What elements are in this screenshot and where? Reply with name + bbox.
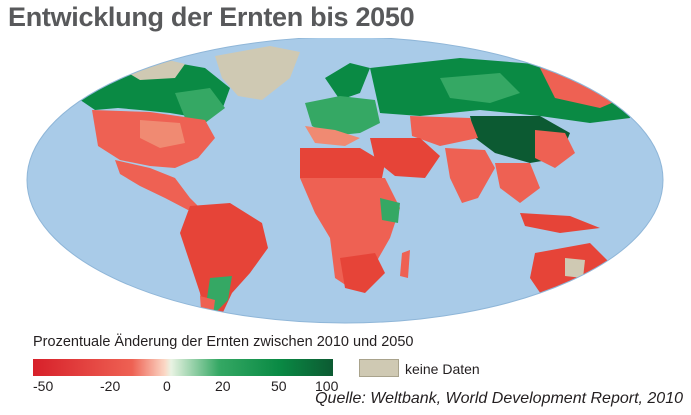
tick-zero: 0	[163, 378, 171, 394]
tick-plus50: 50	[271, 378, 287, 394]
region-siberia	[440, 73, 520, 103]
region-mexico	[115, 160, 200, 210]
color-scale	[33, 359, 333, 376]
region-se-asia	[495, 163, 540, 203]
region-europe	[305, 96, 380, 136]
source-credit: Quelle: Weltbank, World Development Repo…	[315, 390, 683, 407]
region-europe-south	[305, 126, 360, 146]
region-greenland	[215, 46, 300, 100]
region-middle-east	[370, 138, 440, 178]
region-australia-nodata	[565, 258, 585, 278]
region-india	[445, 148, 495, 203]
scale-bar	[33, 359, 333, 376]
region-central-asia	[410, 116, 478, 146]
map-title: Entwicklung der Ernten bis 2050	[8, 2, 415, 32]
region-africa-east-green	[380, 198, 400, 223]
tick-minus20: -20	[100, 378, 121, 394]
region-china-east	[535, 130, 575, 168]
nodata-swatch	[359, 359, 399, 377]
tick-plus100: 100	[315, 378, 339, 394]
region-usa-mid	[140, 120, 185, 148]
region-canada-east	[175, 88, 225, 123]
region-madagascar	[400, 250, 410, 278]
region-africa-south	[340, 253, 385, 293]
region-scandinavia	[325, 63, 370, 100]
region-south-america	[180, 203, 268, 323]
tick-plus20: 20	[215, 378, 231, 394]
world-map	[26, 38, 664, 324]
nodata-label: keine Daten	[405, 361, 480, 377]
region-canada-north	[120, 58, 185, 80]
legend-title: Prozentuale Änderung der Ernten zwischen…	[33, 334, 414, 350]
region-patagonia	[200, 296, 215, 323]
tick-minus50: -50	[33, 378, 54, 394]
region-indonesia	[520, 213, 600, 233]
region-new-zealand	[632, 288, 642, 310]
